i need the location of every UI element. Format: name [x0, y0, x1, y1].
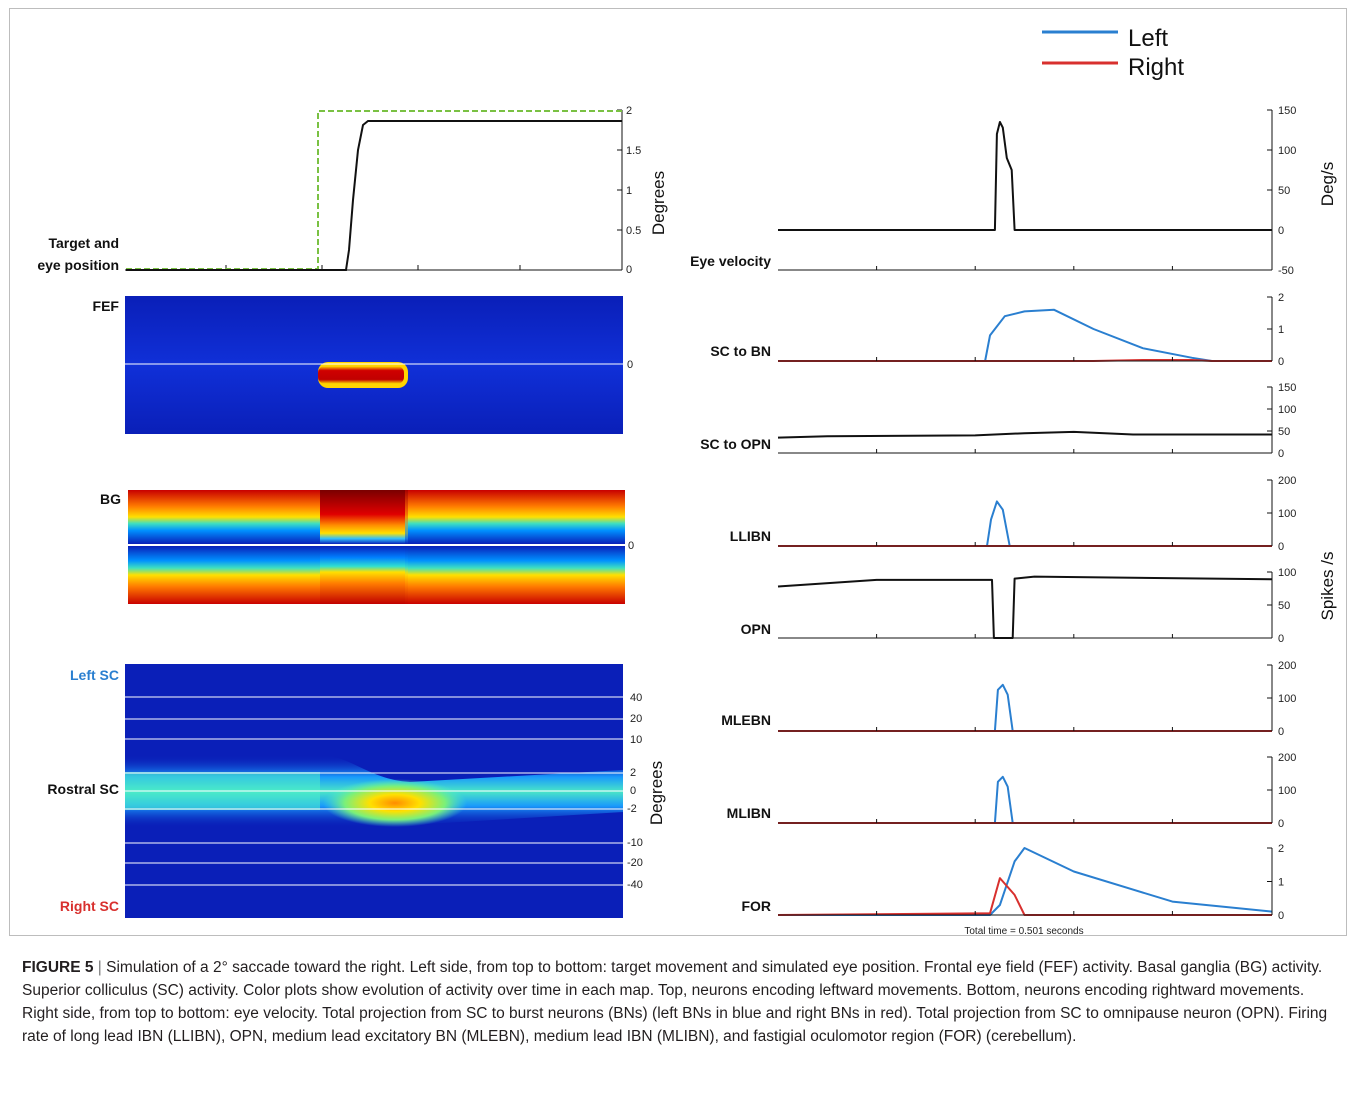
- y-tick-label: 150: [1278, 105, 1296, 117]
- y-tick-label: 50: [1278, 600, 1290, 612]
- fef-panel: FEF 0: [93, 296, 633, 434]
- y-tick-label: 1: [1278, 877, 1284, 889]
- caption-text: Simulation of a 2° saccade toward the ri…: [22, 959, 1328, 1045]
- sc-tick: -2: [627, 803, 637, 815]
- series-line-opn: [777, 575, 1273, 639]
- y-tick-label: 0: [1278, 633, 1284, 645]
- figure-svg: Left Right Target and eye position 2 1.5…: [37, 25, 1337, 937]
- llibn-label: LLIBN: [730, 528, 771, 544]
- y-tick-label: 0: [1278, 448, 1284, 460]
- legend: Left Right: [1042, 25, 1184, 81]
- figure-frame: [9, 8, 1347, 936]
- y-tick-label: 0: [1278, 818, 1284, 830]
- figure-caption: FIGURE 5 | Simulation of a 2° saccade to…: [22, 956, 1338, 1048]
- y-tick-label: 200: [1278, 475, 1296, 487]
- y-tick-label: 50: [1278, 185, 1290, 197]
- target-eye-label-line2: eye position: [37, 257, 119, 273]
- y-tick-label: 0: [1278, 225, 1284, 237]
- series-line-left: [778, 775, 1272, 824]
- y-tick-label: 200: [1278, 660, 1296, 672]
- series-line-left: [778, 847, 1273, 916]
- target-eye-label-line1: Target and: [48, 235, 119, 251]
- eye-velocity-label: Eye velocity: [690, 253, 771, 269]
- sc-tick: -20: [627, 857, 643, 869]
- eye-velocity-ylabel: Deg/s: [1318, 162, 1337, 206]
- y-tick-label: 2: [1278, 843, 1284, 855]
- y-tick-label: 100: [1278, 567, 1296, 579]
- sc-mid-label: Rostral SC: [47, 781, 119, 797]
- sc-to-bn-label: SC to BN: [710, 343, 771, 359]
- sc-tick: 10: [630, 734, 642, 746]
- y-tick-label: 100: [1278, 145, 1296, 157]
- caption-separator: |: [97, 959, 102, 976]
- eye-position-trace: [126, 120, 622, 271]
- trace-layer: [777, 121, 1273, 916]
- bg-label: BG: [100, 491, 121, 507]
- axes-layer: 150100500-502101501005002001000100500200…: [778, 105, 1296, 922]
- sc-tick: 40: [630, 692, 642, 704]
- sc-top-label: Left SC: [70, 667, 119, 683]
- y-tick-label: 1: [1278, 324, 1284, 336]
- bg-tick: 0: [628, 540, 634, 552]
- sc-tick: 0: [630, 785, 636, 797]
- series-line-sc-to-opn: [777, 430, 1272, 439]
- sc-tick: -10: [627, 837, 643, 849]
- opn-label: OPN: [741, 621, 771, 637]
- y-tick-label: 200: [1278, 752, 1296, 764]
- y-tick-label: 2: [1278, 292, 1284, 304]
- sc-ylabel: Degrees: [647, 761, 666, 825]
- y-tick-label: 0: [1278, 541, 1284, 553]
- sc-to-opn-label: SC to OPN: [700, 436, 771, 452]
- sc-panel: Left SC Rostral SC Right SC 40 20 10 2 0…: [47, 664, 666, 918]
- right-panels: Eye velocity SC to BN SC to OPN LLIBN OP…: [690, 105, 1337, 937]
- fef-label: FEF: [93, 298, 120, 314]
- target-trace: [126, 110, 622, 270]
- fef-tick: 0: [627, 359, 633, 371]
- series-line-right: [777, 877, 1272, 916]
- bg-panel: BG 0: [100, 490, 634, 604]
- y-tick-label: 100: [1278, 785, 1296, 797]
- y-tick-label: 0: [1278, 726, 1284, 738]
- spikes-ylabel: Spikes /s: [1318, 552, 1337, 621]
- mlibn-label: MLIBN: [727, 805, 771, 821]
- total-time: Total time = 0.501 seconds: [964, 926, 1083, 937]
- series-line-left: [778, 500, 1272, 547]
- y-tick-label: -50: [1278, 265, 1294, 277]
- y-tick-label: 150: [1278, 382, 1296, 394]
- target-eye-tick: 2: [626, 105, 632, 117]
- y-tick-label: 100: [1278, 404, 1296, 416]
- y-tick-label: 100: [1278, 508, 1296, 520]
- series-line-left: [778, 308, 1272, 362]
- y-tick-label: 0: [1278, 910, 1284, 922]
- sc-tick: 20: [630, 713, 642, 725]
- y-tick-label: 50: [1278, 426, 1290, 438]
- target-eye-tick: 1: [626, 185, 632, 197]
- target-eye-tick: 1.5: [626, 145, 641, 157]
- target-eye-tick: 0: [626, 264, 632, 276]
- series-line-left: [778, 683, 1272, 732]
- caption-figure-label: FIGURE 5: [22, 959, 94, 976]
- for-label: FOR: [741, 898, 771, 914]
- mlebn-label: MLEBN: [721, 712, 771, 728]
- target-eye-panel: Target and eye position 2 1.5 1 0.5 0 De…: [37, 105, 668, 276]
- legend-label-left: Left: [1128, 25, 1168, 52]
- target-eye-tick: 0.5: [626, 225, 641, 237]
- target-eye-ylabel: Degrees: [649, 171, 668, 235]
- y-tick-label: 0: [1278, 356, 1284, 368]
- legend-label-right: Right: [1128, 54, 1184, 81]
- sc-tick: -40: [627, 879, 643, 891]
- y-tick-label: 100: [1278, 693, 1296, 705]
- sc-tick: 2: [630, 767, 636, 779]
- series-line-eye-velocity: [778, 121, 1272, 231]
- sc-bottom-label: Right SC: [60, 898, 119, 914]
